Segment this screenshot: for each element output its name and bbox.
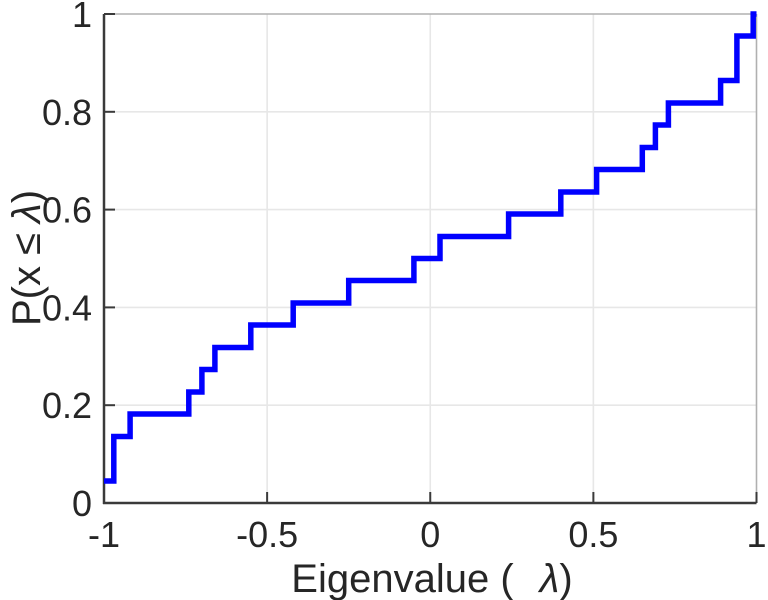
x-tick-label: 1 <box>746 514 766 555</box>
y-tick-label: 0 <box>72 483 92 524</box>
x-tick-label: 0 <box>420 514 440 555</box>
y-axis-label: P(x ≤λ) <box>5 190 49 326</box>
x-tick-label: -0.5 <box>236 514 298 555</box>
cdf-curve-layer <box>104 11 757 484</box>
x-axis-label: Eigenvalue (λ) <box>291 557 572 600</box>
y-tick-label: 0.4 <box>42 287 92 328</box>
y-tick-label: 0.8 <box>42 92 92 133</box>
tick-labels: -1 -0.5 0 0.5 1 0 0.2 0.4 0.6 0.8 1 <box>42 0 767 555</box>
x-tick-label: 0.5 <box>568 514 618 555</box>
y-tick-label: 1 <box>72 0 92 35</box>
grid-layer <box>104 14 757 503</box>
y-tick-label: 0.6 <box>42 190 92 231</box>
x-tick-label: -1 <box>88 514 120 555</box>
tick-marks <box>103 13 758 504</box>
ecdf-stairs-line <box>104 11 757 484</box>
y-tick-label: 0.2 <box>42 385 92 426</box>
